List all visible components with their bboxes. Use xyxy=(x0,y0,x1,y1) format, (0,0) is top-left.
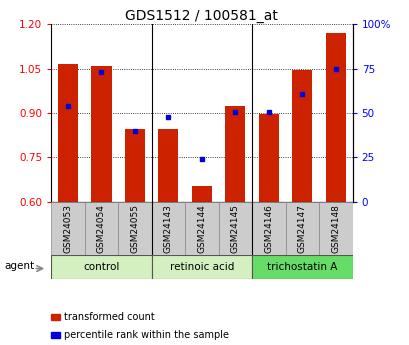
Text: GSM24148: GSM24148 xyxy=(330,205,339,253)
Bar xyxy=(158,129,178,202)
Text: control: control xyxy=(83,263,119,272)
Bar xyxy=(51,332,60,338)
Bar xyxy=(285,202,318,255)
Bar xyxy=(218,202,252,255)
Bar xyxy=(151,255,252,279)
Title: GDS1512 / 100581_at: GDS1512 / 100581_at xyxy=(125,9,278,23)
Text: percentile rank within the sample: percentile rank within the sample xyxy=(64,331,229,340)
Text: GSM24055: GSM24055 xyxy=(130,205,139,254)
Bar xyxy=(51,314,60,320)
Text: GSM24144: GSM24144 xyxy=(197,205,206,253)
Text: GSM24145: GSM24145 xyxy=(230,205,239,253)
Bar xyxy=(292,70,312,202)
Bar xyxy=(58,64,78,202)
Bar xyxy=(252,255,352,279)
Text: GSM24147: GSM24147 xyxy=(297,205,306,253)
Text: GSM24054: GSM24054 xyxy=(97,205,106,253)
Bar xyxy=(51,202,85,255)
Bar xyxy=(85,202,118,255)
Bar xyxy=(151,202,185,255)
Bar xyxy=(185,202,218,255)
Bar xyxy=(225,106,245,202)
Text: GSM24146: GSM24146 xyxy=(264,205,273,253)
Bar xyxy=(118,202,151,255)
Text: transformed count: transformed count xyxy=(64,312,155,322)
Bar xyxy=(252,202,285,255)
Bar xyxy=(125,129,145,202)
Text: GSM24143: GSM24143 xyxy=(164,205,173,253)
Bar xyxy=(51,255,151,279)
Text: agent: agent xyxy=(4,261,34,271)
Text: GSM24053: GSM24053 xyxy=(63,205,72,254)
Bar xyxy=(325,33,345,202)
Text: retinoic acid: retinoic acid xyxy=(169,263,234,272)
Bar xyxy=(191,186,211,202)
Bar xyxy=(91,66,111,202)
Text: trichostatin A: trichostatin A xyxy=(267,263,337,272)
Bar xyxy=(318,202,352,255)
Bar xyxy=(258,115,278,202)
